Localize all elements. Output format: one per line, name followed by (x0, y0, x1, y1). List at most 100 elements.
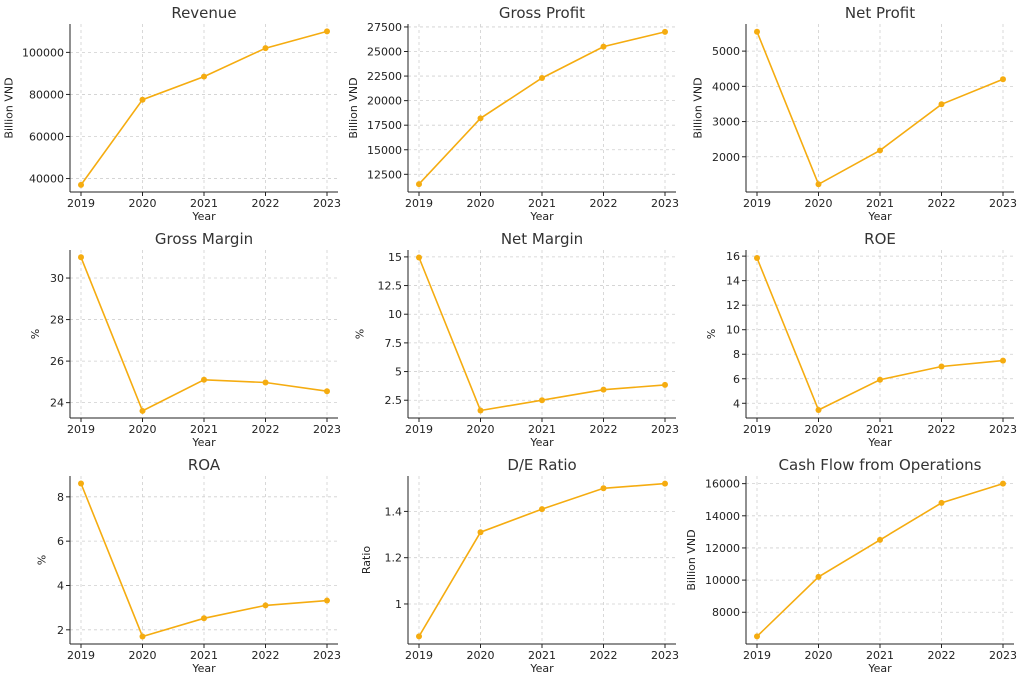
x-tick-label: 2019 (405, 197, 433, 210)
data-point (477, 407, 484, 414)
panel-4: 24 26 28 30 2019 2020 2021 2022 2023 Gross Margin… (29, 230, 341, 449)
y-tick-label: 17500 (367, 119, 402, 132)
x-tick-label: 2023 (313, 649, 341, 662)
data-point (938, 101, 945, 108)
x-tick-label: 2022 (252, 197, 280, 210)
x-axis-label: Year (529, 436, 554, 449)
data-point (1000, 357, 1006, 364)
x-tick-label: 2021 (190, 649, 218, 662)
data-point (139, 96, 146, 103)
y-tick-label: 30 (50, 272, 64, 285)
y-tick-label: 6 (57, 535, 64, 548)
data-point (877, 147, 883, 154)
data-point (78, 480, 84, 487)
y-tick-label: 10000 (705, 574, 740, 587)
data-point (600, 43, 607, 50)
data-point (1000, 76, 1006, 83)
y-tick-label: 24 (50, 397, 64, 410)
data-point (262, 379, 269, 386)
y-tick-label: 5 (395, 366, 402, 379)
data-point (539, 506, 545, 513)
chart-title: ROA (188, 456, 221, 474)
data-point (324, 28, 330, 35)
y-tick-label: 2.5 (385, 394, 403, 407)
data-point (815, 181, 822, 188)
x-axis-label: Year (867, 662, 892, 675)
data-point (754, 633, 760, 640)
y-axis-label: Billion VND (685, 529, 698, 590)
chart-title: ROE (864, 230, 896, 248)
data-point (539, 75, 545, 82)
x-tick-label: 2019 (67, 649, 95, 662)
x-tick-label: 2022 (590, 197, 618, 210)
x-tick-label: 2023 (989, 423, 1017, 436)
chart-title: Cash Flow from Operations (779, 456, 982, 474)
x-tick-label: 2020 (129, 197, 157, 210)
data-point (262, 602, 269, 609)
data-point (539, 397, 545, 404)
y-tick-label: 3000 (712, 116, 740, 129)
data-point (600, 386, 607, 393)
y-tick-label: 4 (733, 397, 740, 410)
y-tick-label: 14 (726, 275, 740, 288)
data-point (938, 363, 945, 370)
x-tick-label: 2023 (313, 423, 341, 436)
x-tick-label: 2021 (190, 423, 218, 436)
y-tick-label: 12.5 (378, 280, 403, 293)
y-tick-label: 8000 (712, 606, 740, 619)
y-tick-label: 80000 (29, 88, 64, 101)
data-point (938, 499, 945, 506)
data-point (877, 536, 883, 543)
chart-title: Net Margin (501, 230, 583, 248)
x-axis-label: Year (529, 662, 554, 675)
y-axis-label: Ratio (360, 546, 373, 575)
panel-1: 40000 60000 80000 100000 2019 2020 2021 2022 202… (2, 4, 341, 223)
x-tick-label: 2022 (590, 423, 618, 436)
x-tick-label: 2019 (743, 423, 771, 436)
y-axis-label: % (354, 329, 367, 339)
x-tick-label: 2022 (928, 649, 956, 662)
y-tick-label: 2000 (712, 151, 740, 164)
y-tick-label: 5000 (712, 45, 740, 58)
x-tick-label: 2023 (989, 197, 1017, 210)
data-point (416, 254, 422, 261)
x-tick-label: 2020 (467, 423, 495, 436)
panel-6: 4 6 8 10 12 14 16 2019 2020 2021 2022 2023 ROE Year% (705, 230, 1017, 449)
y-axis-label: % (29, 329, 42, 339)
x-axis-label: Year (191, 436, 216, 449)
data-point (201, 376, 207, 383)
y-tick-label: 28 (50, 314, 64, 327)
panel-2: 12500 15000 17500 20000 22500 25000 27500 2019 2… (347, 4, 679, 223)
x-tick-label: 2023 (651, 197, 679, 210)
y-tick-label: 4 (57, 579, 64, 592)
y-tick-label: 8 (733, 348, 740, 361)
y-tick-label: 14000 (705, 510, 740, 523)
data-point (324, 597, 330, 604)
data-point (662, 480, 668, 487)
y-tick-label: 1.2 (385, 552, 403, 565)
x-tick-label: 2021 (190, 197, 218, 210)
y-tick-label: 16000 (705, 478, 740, 491)
chart-title: D/E Ratio (507, 456, 576, 474)
data-point (262, 45, 269, 52)
y-tick-label: 12500 (367, 168, 402, 181)
y-tick-label: 10 (726, 324, 740, 337)
y-tick-label: 27500 (367, 21, 402, 34)
x-tick-label: 2019 (405, 649, 433, 662)
x-tick-label: 2019 (67, 423, 95, 436)
data-point (600, 485, 607, 492)
data-point (416, 633, 422, 640)
x-axis-label: Year (529, 210, 554, 223)
y-axis-label: % (35, 555, 48, 565)
y-axis-label: Billion VND (692, 77, 705, 138)
y-tick-label: 12 (726, 299, 740, 312)
data-point (78, 181, 84, 188)
x-tick-label: 2020 (805, 649, 833, 662)
y-tick-label: 1 (395, 598, 402, 611)
x-tick-label: 2021 (866, 423, 894, 436)
data-point (201, 615, 207, 622)
data-point (877, 376, 883, 383)
x-tick-label: 2022 (928, 197, 956, 210)
panel-7: 2 4 6 8 2019 2020 2021 2022 2023 ROA Year% (35, 456, 341, 675)
